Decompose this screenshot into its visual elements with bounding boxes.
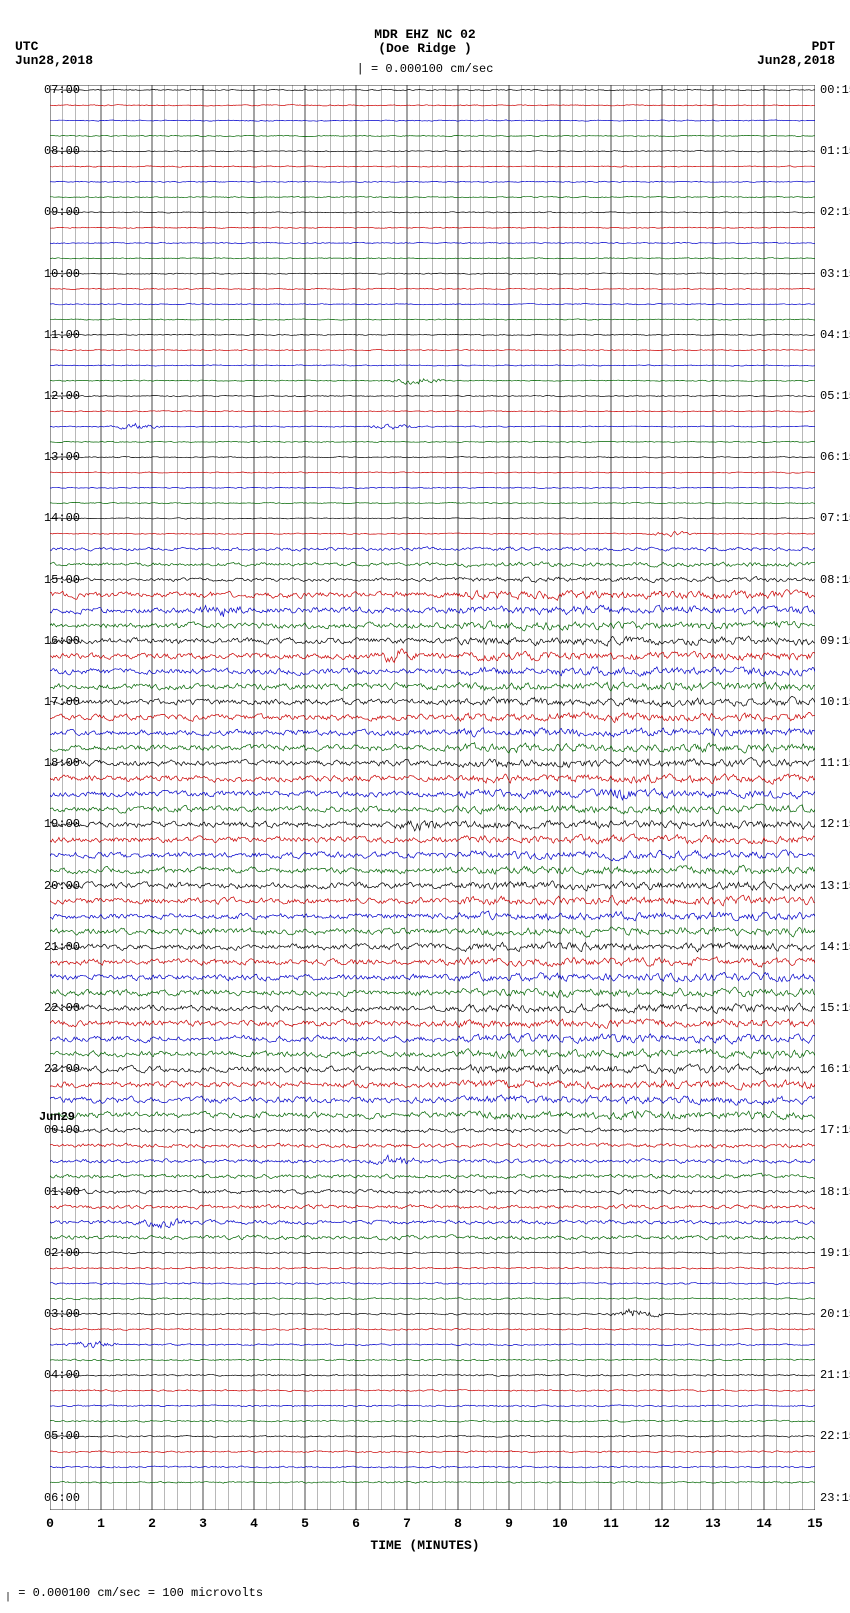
x-tick-label: 9 — [505, 1516, 513, 1531]
pdt-time-label: 10:15 — [820, 695, 850, 709]
helicorder-svg — [50, 85, 815, 1510]
utc-time-label: 02:00 — [44, 1246, 80, 1260]
utc-time-label: 21:00 — [44, 940, 80, 954]
pdt-time-label: 11:15 — [820, 756, 850, 770]
utc-time-label: 12:00 — [44, 389, 80, 403]
utc-time-label: 19:00 — [44, 817, 80, 831]
x-tick-label: 14 — [756, 1516, 772, 1531]
pdt-time-label: 09:15 — [820, 634, 850, 648]
x-tick-label: 8 — [454, 1516, 462, 1531]
utc-time-label: 04:00 — [44, 1368, 80, 1382]
utc-time-label: 01:00 — [44, 1185, 80, 1199]
date-change-label: Jun29 — [39, 1110, 75, 1124]
pdt-time-label: 22:15 — [820, 1429, 850, 1443]
pdt-time-label: 01:15 — [820, 144, 850, 158]
x-tick-label: 15 — [807, 1516, 823, 1531]
x-tick-label: 2 — [148, 1516, 156, 1531]
helicorder-container: MDR EHZ NC 02 (Doe Ridge ) | = 0.000100 … — [0, 0, 850, 1613]
utc-time-label: 16:00 — [44, 634, 80, 648]
title-line1: MDR EHZ NC 02 — [0, 28, 850, 42]
utc-time-label: 00:00 — [44, 1123, 80, 1137]
pdt-time-label: 23:15 — [820, 1491, 850, 1505]
utc-time-label: 23:00 — [44, 1062, 80, 1076]
title-line2: (Doe Ridge ) — [0, 42, 850, 56]
date-pdt: Jun28,2018 — [757, 54, 835, 68]
x-tick-label: 0 — [46, 1516, 54, 1531]
pdt-time-label: 06:15 — [820, 450, 850, 464]
pdt-time-label: 15:15 — [820, 1001, 850, 1015]
utc-time-label: 11:00 — [44, 328, 80, 342]
utc-time-label: 06:00 — [44, 1491, 80, 1505]
pdt-time-label: 05:15 — [820, 389, 850, 403]
pdt-time-label: 04:15 — [820, 328, 850, 342]
utc-time-label: 10:00 — [44, 267, 80, 281]
utc-time-label: 13:00 — [44, 450, 80, 464]
utc-time-label: 05:00 — [44, 1429, 80, 1443]
tz-pdt: PDT — [757, 40, 835, 54]
pdt-time-label: 08:15 — [820, 573, 850, 587]
top-right-timezone: PDT Jun28,2018 — [757, 40, 835, 68]
utc-time-label: 17:00 — [44, 695, 80, 709]
x-tick-label: 10 — [552, 1516, 568, 1531]
pdt-time-label: 18:15 — [820, 1185, 850, 1199]
pdt-time-label: 12:15 — [820, 817, 850, 831]
scale-indicator-bottom: | = 0.000100 cm/sec = 100 microvolts — [5, 1586, 263, 1603]
x-tick-label: 4 — [250, 1516, 258, 1531]
utc-time-label: 09:00 — [44, 205, 80, 219]
pdt-time-label: 21:15 — [820, 1368, 850, 1382]
scale-indicator-top: | = 0.000100 cm/sec — [0, 62, 850, 76]
pdt-time-label: 19:15 — [820, 1246, 850, 1260]
utc-time-label: 07:00 — [44, 83, 80, 97]
pdt-time-label: 13:15 — [820, 879, 850, 893]
pdt-time-label: 07:15 — [820, 511, 850, 525]
utc-time-label: 08:00 — [44, 144, 80, 158]
helicorder-plot — [50, 85, 815, 1510]
x-tick-label: 13 — [705, 1516, 721, 1531]
date-utc: Jun28,2018 — [15, 54, 93, 68]
scale-text: = 0.000100 cm/sec = 100 microvolts — [11, 1586, 263, 1600]
pdt-time-label: 00:15 — [820, 83, 850, 97]
utc-time-label: 15:00 — [44, 573, 80, 587]
top-left-timezone: UTC Jun28,2018 — [15, 40, 93, 68]
utc-time-label: 18:00 — [44, 756, 80, 770]
tz-utc: UTC — [15, 40, 93, 54]
chart-title: MDR EHZ NC 02 (Doe Ridge ) — [0, 28, 850, 56]
pdt-time-label: 20:15 — [820, 1307, 850, 1321]
pdt-time-label: 16:15 — [820, 1062, 850, 1076]
pdt-time-label: 14:15 — [820, 940, 850, 954]
x-tick-label: 11 — [603, 1516, 619, 1531]
utc-time-label: 22:00 — [44, 1001, 80, 1015]
utc-time-label: 03:00 — [44, 1307, 80, 1321]
pdt-time-label: 02:15 — [820, 205, 850, 219]
x-axis-label: TIME (MINUTES) — [0, 1538, 850, 1553]
x-tick-label: 3 — [199, 1516, 207, 1531]
utc-time-label: 14:00 — [44, 511, 80, 525]
utc-time-label: 20:00 — [44, 879, 80, 893]
pdt-time-label: 17:15 — [820, 1123, 850, 1137]
pdt-time-label: 03:15 — [820, 267, 850, 281]
x-tick-label: 12 — [654, 1516, 670, 1531]
x-tick-label: 5 — [301, 1516, 309, 1531]
x-tick-label: 6 — [352, 1516, 360, 1531]
x-tick-label: 1 — [97, 1516, 105, 1531]
x-tick-label: 7 — [403, 1516, 411, 1531]
